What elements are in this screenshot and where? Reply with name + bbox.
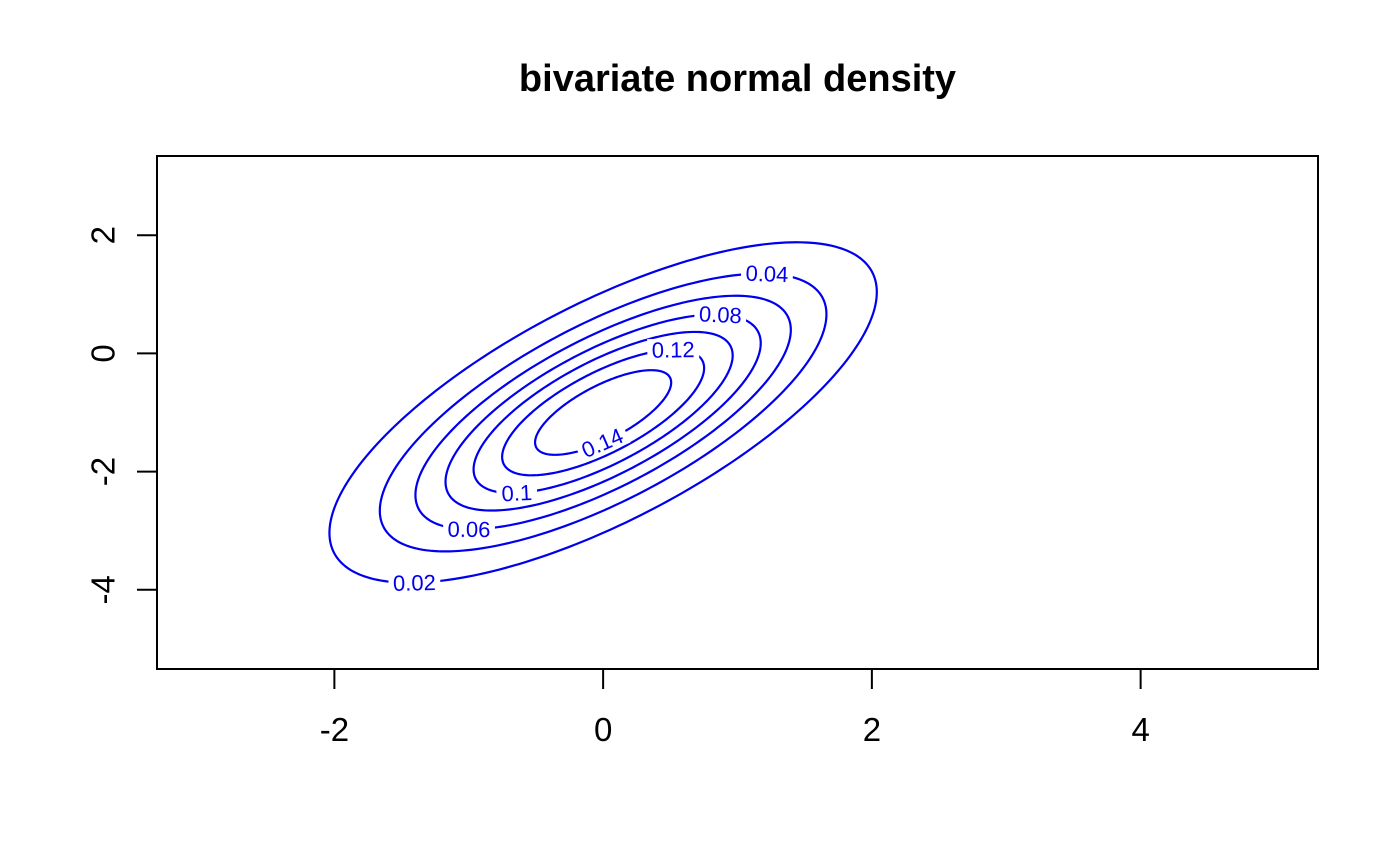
contour-label: 0.06 — [447, 517, 490, 542]
contour-line-0.06 — [414, 294, 792, 531]
contour-label-group: 0.1 — [496, 480, 538, 506]
contour-line-0.14 — [533, 369, 673, 456]
contour-label-group: 0.12 — [647, 337, 700, 363]
y-axis-tick-label: 0 — [85, 344, 122, 362]
contour-line-0.12 — [501, 348, 706, 477]
contour-label-group: 0.02 — [388, 570, 441, 596]
y-axis-tick-label: 2 — [85, 226, 122, 244]
contour-label: 0.02 — [393, 570, 436, 596]
contour-label: 0.04 — [745, 261, 789, 287]
y-axis-tick-label: -2 — [85, 457, 122, 486]
contour-label-gap — [496, 480, 538, 505]
x-axis-tick-label: -2 — [320, 711, 349, 748]
contour-label-gap — [388, 571, 441, 595]
contour-label-gap — [574, 422, 631, 464]
contour-label-gap — [443, 517, 495, 541]
contour-label-gap — [647, 338, 700, 362]
contour-label-group: 0.06 — [443, 517, 495, 542]
contour-label-gap — [693, 302, 747, 327]
contour-line-0.1 — [472, 330, 734, 495]
x-axis-tick-label: 2 — [863, 711, 881, 748]
x-axis-tick-label: 4 — [1131, 711, 1149, 748]
contour-label-gap — [740, 261, 794, 286]
contour-label-group: 0.08 — [693, 301, 747, 328]
contour-label: 0.1 — [501, 480, 533, 506]
contour-label-group: 0.04 — [740, 261, 794, 287]
chart-title: bivariate normal density — [518, 58, 957, 100]
contour-label: 0.08 — [698, 301, 742, 328]
plot-border — [156, 155, 1319, 670]
x-axis-tick-label: 0 — [594, 711, 612, 748]
contour-label: 0.12 — [652, 337, 695, 363]
contour-line-0.04 — [378, 272, 828, 553]
contour-line-0.02 — [328, 241, 878, 584]
y-axis-tick-label: -4 — [85, 575, 122, 604]
contour-line-0.08 — [444, 313, 762, 512]
